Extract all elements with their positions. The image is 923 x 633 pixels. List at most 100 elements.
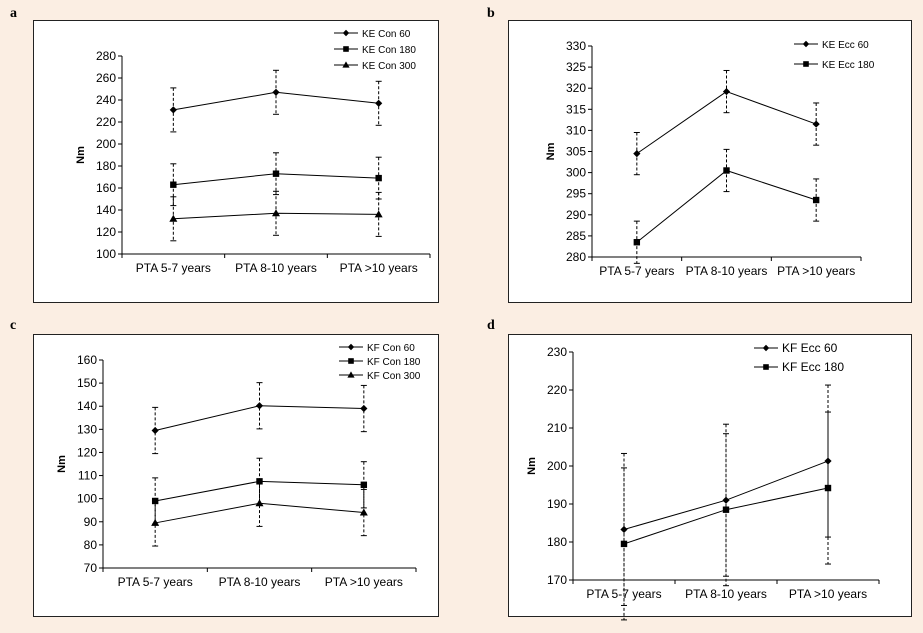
chart-a-data-point — [272, 88, 280, 96]
chart-c-data-point — [151, 426, 159, 435]
chart-c-y-tick-label: 130 — [77, 422, 97, 436]
chart-d-y-tick-label: 200 — [547, 459, 567, 473]
chart-a-legend-marker — [342, 29, 350, 37]
chart-b-legend-marker — [802, 40, 810, 48]
chart-c-y-tick-label: 120 — [77, 445, 97, 459]
chart-c-data-point — [360, 481, 368, 488]
chart-a-y-tick-label: 140 — [96, 203, 116, 217]
panel-letter-a: a — [10, 6, 17, 21]
chart-c-svg: 70 80 90 100 110 120 130 140 150 160 PTA 5-7 years… — [56, 343, 421, 589]
chart-b-y-tick-label: 315 — [566, 102, 586, 116]
chart-d-y-tick-label: 220 — [547, 383, 567, 397]
chart-d-y-tick-label: 230 — [547, 345, 567, 359]
chart-a-legend-marker — [342, 61, 350, 68]
chart-c-legend-label: KF Con 300 — [367, 371, 421, 382]
chart-c-legend-marker — [347, 371, 355, 378]
chart-a-data-point — [375, 174, 382, 182]
chart-a-y-tick-label: 180 — [96, 159, 116, 173]
panel-letter-b: b — [487, 6, 495, 21]
panel-letter-d: d — [487, 318, 495, 333]
chart-d-data-point — [824, 457, 832, 465]
chart-d-x-tick-label: PTA >10 years — [789, 587, 867, 601]
chart-c-y-tick-label: 80 — [84, 538, 98, 552]
chart-a-x-tick-label: PTA 8-10 years — [235, 261, 317, 275]
chart-b-data-point — [722, 87, 731, 96]
chart-a-y-axis-title: Nm — [75, 146, 87, 164]
chart-c-y-tick-label: 140 — [77, 399, 97, 413]
chart-b-y-axis-title: Nm — [545, 142, 557, 160]
chart-b-y-tick-label: 305 — [566, 145, 586, 159]
chart-d-y-tick-label: 210 — [547, 421, 567, 435]
chart-a-y-tick-label: 260 — [96, 71, 116, 85]
chart-a-data-point — [170, 181, 177, 188]
chart-d-y-axis-title: Nm — [526, 457, 538, 475]
chart-a-y-tick-label: 160 — [96, 181, 116, 195]
chart-b-legend-label: KE Ecc 60 — [822, 40, 869, 51]
chart-c-y-tick-label: 150 — [77, 376, 97, 390]
chart-a-legend-label: KE Con 60 — [362, 29, 411, 40]
chart-b-data-point — [812, 196, 820, 204]
chart-b-y-tick-label: 280 — [566, 250, 586, 264]
chart-c-y-tick-label: 160 — [77, 353, 97, 367]
chart-a-data-point — [169, 106, 177, 114]
chart-a-legend-marker — [343, 46, 349, 52]
chart-a-legend-label: KE Con 300 — [362, 61, 416, 72]
chart-d-y-tick-label: 170 — [547, 573, 567, 587]
chart-a-data-point — [272, 209, 280, 217]
chart-d-data-point — [722, 506, 730, 513]
chart-c-legend-label: KF Con 180 — [367, 357, 421, 368]
chart-b-x-tick-label: PTA 5-7 years — [599, 264, 674, 278]
chart-c-y-tick-label: 110 — [78, 469, 97, 483]
chart-a-y-tick-label: 220 — [96, 115, 116, 129]
chart-b-data-point — [633, 150, 641, 158]
chart-d-x-tick-label: PTA 8-10 years — [685, 587, 767, 601]
chart-a-data-point — [375, 99, 383, 107]
panel-letter-c: c — [10, 318, 17, 333]
chart-b-x-tick-label: PTA >10 years — [777, 264, 855, 278]
chart-b-data-point — [723, 167, 730, 174]
chart-c-legend-marker — [347, 343, 355, 351]
chart-c-data-point — [359, 508, 368, 516]
chart-d-y-tick-label: 190 — [547, 497, 567, 511]
chart-a-data-point — [374, 210, 383, 218]
chart-c-x-tick-label: PTA 5-7 years — [118, 575, 193, 589]
chart-c-y-axis-title: Nm — [56, 455, 68, 473]
chart-b-y-tick-label: 310 — [566, 123, 586, 137]
chart-a-data-point — [272, 170, 280, 177]
chart-panel-b: 280 285 290 295 300 305 310 315 320 325 330 PTA 5-7… — [508, 20, 912, 303]
chart-b-y-tick-label: 295 — [566, 187, 586, 201]
chart-c-data-point — [151, 518, 160, 526]
chart-d-data-point — [824, 484, 832, 492]
chart-panel-a: 100 120 140 160 180 200 220 240 260 280 PTA 5-7 ye… — [33, 20, 439, 303]
chart-c-y-tick-label: 70 — [84, 561, 98, 575]
chart-d-legend-label: KF Ecc 60 — [782, 341, 838, 355]
chart-a-y-tick-label: 280 — [96, 49, 116, 63]
chart-c-x-tick-label: PTA 8-10 years — [219, 575, 301, 589]
chart-b-data-point — [633, 239, 641, 246]
chart-c-y-tick-label: 90 — [84, 515, 98, 529]
chart-b-legend-marker — [803, 61, 809, 67]
chart-a-legend-label: KE Con 180 — [362, 45, 416, 56]
chart-panel-c: 70 80 90 100 110 120 130 140 150 160 PTA 5-7 years… — [33, 334, 439, 617]
chart-b-y-tick-label: 320 — [566, 81, 586, 95]
chart-a-x-tick-label: PTA 5-7 years — [136, 261, 211, 275]
chart-c-data-point — [255, 499, 264, 507]
chart-c-legend-marker — [348, 358, 354, 364]
chart-panel-d: 170 180 190 200 210 220 230 PTA 5-7 years PTA 8-… — [508, 334, 912, 621]
chart-c-x-tick-label: PTA >10 years — [325, 575, 403, 589]
chart-b-y-tick-label: 330 — [566, 39, 586, 53]
chart-a-y-tick-label: 100 — [96, 247, 116, 261]
chart-b-svg: 280 285 290 295 300 305 310 315 320 325 330 PTA 5-7… — [545, 39, 875, 278]
chart-a-y-tick-label: 200 — [96, 137, 116, 151]
chart-b-x-tick-label: PTA 8-10 years — [686, 264, 768, 278]
chart-d-data-point — [620, 540, 628, 548]
chart-c-legend-label: KF Con 60 — [367, 343, 415, 354]
chart-a-data-point — [169, 214, 178, 222]
chart-d-legend-marker — [763, 364, 769, 370]
chart-c-data-point — [360, 404, 368, 413]
chart-d-legend-label: KF Ecc 180 — [782, 360, 844, 374]
chart-b-y-tick-label: 325 — [566, 60, 586, 74]
chart-a-svg: 100 120 140 160 180 200 220 240 260 280 PTA 5-7 ye… — [75, 29, 431, 275]
chart-a-y-tick-label: 240 — [96, 93, 116, 107]
